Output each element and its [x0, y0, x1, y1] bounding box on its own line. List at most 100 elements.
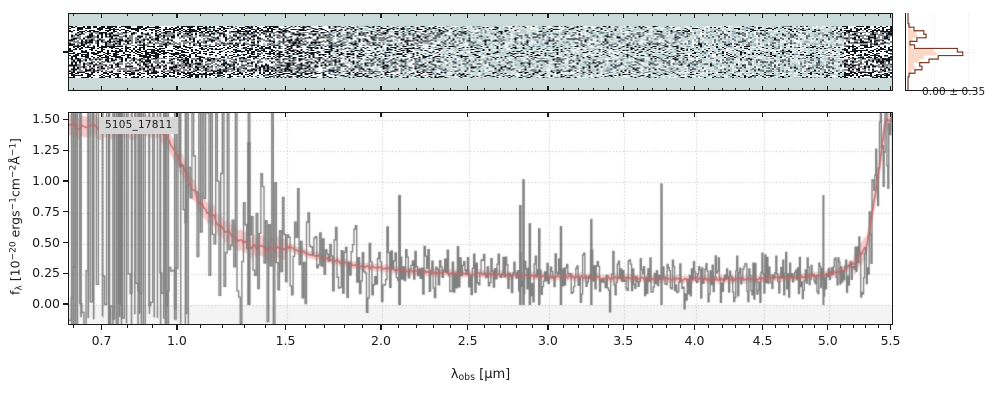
x-tick-top — [761, 112, 764, 117]
x-minor-tick-2d-top — [593, 13, 595, 16]
hist-axis-bottom — [905, 89, 977, 91]
x-minor-tick-2d-top — [243, 13, 245, 16]
x-minor-tick-2d — [398, 88, 400, 91]
x-minor-tick-2d — [852, 88, 854, 91]
x-minor-tick-2d-top — [499, 13, 501, 16]
x-minor-tick-2d — [748, 88, 750, 91]
x-minor-tick — [721, 325, 723, 328]
x-minor-tick-2d-top — [707, 13, 709, 16]
x-tick — [380, 325, 382, 330]
x-minor-tick-2d-top — [608, 13, 610, 16]
x-minor-tick-2d-top — [852, 13, 854, 16]
x-tick-label: 0.7 — [91, 333, 112, 348]
x-minor-tick-2d — [593, 88, 595, 91]
x-minor-tick-2d-top — [199, 13, 201, 16]
x-tick-2d-bottom — [693, 86, 696, 91]
x-tick-2d-top — [467, 13, 469, 18]
x-minor-tick-2d — [416, 88, 418, 91]
x-tick-top — [622, 112, 624, 117]
x-tick-top — [176, 112, 178, 117]
x-minor-tick-2d — [433, 88, 435, 91]
x-minor-tick-2d-top — [562, 13, 564, 16]
x-tick-label: 2.0 — [371, 333, 391, 348]
x-minor-tick-2d — [483, 88, 485, 91]
x-tick-top — [467, 112, 469, 117]
x-tick — [100, 325, 103, 330]
x-tick — [547, 325, 549, 330]
x-minor-tick-2d-top — [775, 13, 777, 16]
spectrum-2d-panel — [68, 13, 893, 91]
x-minor-tick-2d — [637, 88, 639, 91]
x-minor-tick-2d-top — [801, 13, 803, 16]
x-tick-label: 3.0 — [537, 333, 558, 348]
x-minor-tick — [398, 325, 400, 328]
y-tick — [63, 118, 68, 121]
x-minor-tick — [499, 325, 501, 328]
residual-summary-label: 0.00 ± 0.35 — [922, 86, 986, 98]
x-tick — [622, 325, 624, 330]
x-minor-tick-2d — [578, 88, 580, 91]
x-tick-2d-bottom — [547, 86, 549, 91]
x-minor-tick — [199, 325, 201, 328]
object-id-label: 5105_17811 — [99, 117, 179, 134]
x-minor-tick — [748, 325, 750, 328]
x-minor-tick — [665, 325, 667, 328]
hist-axis-left — [905, 13, 907, 91]
x-minor-tick-2d-top — [877, 13, 879, 16]
y-tick — [63, 180, 68, 182]
x-minor-tick-2d — [515, 88, 517, 91]
x-minor-tick-2d — [801, 88, 803, 91]
x-minor-tick-2d — [562, 88, 564, 91]
x-minor-tick — [735, 325, 737, 328]
x-minor-tick — [788, 325, 790, 328]
x-minor-tick — [73, 325, 75, 328]
x-minor-tick-2d-top — [735, 13, 737, 16]
x-minor-tick-2d — [680, 88, 682, 91]
x-minor-tick-2d — [707, 88, 709, 91]
x-minor-tick-2d — [531, 88, 533, 91]
y-tick — [63, 241, 68, 244]
x-minor-tick-2d-top — [127, 13, 129, 16]
x-tick-2d-top — [889, 13, 892, 18]
x-tick-2d-bottom — [176, 86, 178, 91]
x-tick — [284, 325, 287, 330]
x-minor-tick — [680, 325, 682, 328]
x-tick-2d-bottom — [100, 86, 103, 91]
x-tick-top — [284, 112, 287, 117]
x-minor-tick-2d — [305, 88, 306, 91]
y-tick — [63, 303, 68, 305]
x-tick-2d-bottom — [622, 86, 624, 91]
residual-histogram-panel — [905, 13, 977, 91]
x-minor-tick-2d-top — [531, 13, 533, 16]
x-minor-tick-2d — [362, 88, 364, 91]
y-tick-label: 1.00 — [32, 172, 60, 188]
x-tick-top — [693, 112, 696, 117]
x-tick-label: 4.0 — [684, 333, 705, 348]
x-tick-top — [889, 112, 892, 117]
x-minor-tick-2d-top — [665, 13, 667, 16]
x-minor-tick-2d-top — [515, 13, 517, 16]
x-tick-top — [547, 112, 549, 117]
x-minor-tick — [343, 325, 345, 328]
x-tick-2d-top — [284, 13, 287, 18]
x-minor-tick-2d-top — [324, 13, 326, 16]
x-minor-tick — [637, 325, 639, 328]
x-minor-tick — [840, 325, 842, 328]
x-minor-tick — [324, 325, 326, 328]
x-minor-tick — [416, 325, 418, 328]
x-tick-label: 1.0 — [166, 333, 187, 348]
x-minor-tick-2d-top — [221, 13, 223, 16]
x-minor-tick-2d-top — [416, 13, 418, 16]
x-minor-tick-2d — [127, 88, 129, 91]
x-minor-tick-2d-top — [865, 13, 867, 16]
x-minor-tick-2d — [343, 88, 345, 91]
x-minor-tick — [483, 325, 485, 328]
y-tick-label: 1.50 — [32, 111, 60, 127]
x-minor-tick-2d — [840, 88, 842, 91]
x-minor-tick-2d-top — [450, 13, 452, 16]
spectrum-2d-image — [69, 26, 892, 78]
x-minor-tick-2d-top — [578, 13, 580, 16]
x-minor-tick-2d — [499, 88, 501, 91]
x-minor-tick-2d — [665, 88, 667, 91]
x-minor-tick-2d — [450, 88, 452, 91]
